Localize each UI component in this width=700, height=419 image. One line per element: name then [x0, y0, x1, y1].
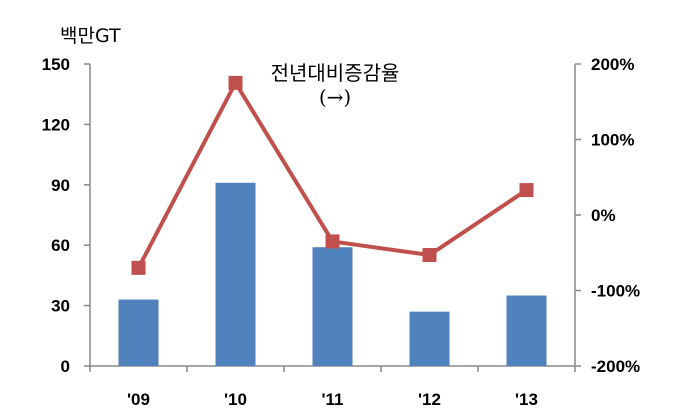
- bar: [409, 311, 450, 366]
- left-axis-tick-label: 0: [61, 357, 70, 376]
- x-axis-category-label: '10: [224, 390, 247, 409]
- line-point: [422, 248, 437, 263]
- annotation-line1: 전년대비증감율: [271, 61, 400, 85]
- x-axis-category-label: '12: [418, 390, 441, 409]
- bar: [312, 247, 353, 366]
- line-point: [131, 260, 146, 275]
- x-axis-category-label: '13: [515, 390, 538, 409]
- line-point: [325, 234, 340, 249]
- left-axis-tick-label: 120: [42, 115, 70, 134]
- left-axis-tick-label: 60: [51, 236, 70, 255]
- left-axis-tick-label: 30: [51, 297, 70, 316]
- left-axis-unit-label: 백만GT: [60, 25, 121, 47]
- x-axis-category-label: '09: [127, 390, 150, 409]
- line-point: [519, 183, 534, 198]
- annotation-line2: (→): [319, 85, 351, 109]
- bar: [506, 295, 547, 366]
- right-axis-tick-label: 100%: [591, 131, 634, 150]
- right-axis-tick-label: -200%: [591, 357, 640, 376]
- plot-area: 0 30 60 90 120 150 -200% -100% 0% 100% 200% '09 '10 '…: [42, 55, 641, 409]
- right-axis-tick-label: -100%: [591, 282, 640, 301]
- x-axis-category-label: '11: [321, 390, 343, 409]
- bar: [215, 182, 256, 366]
- left-axis-tick-label: 90: [51, 176, 70, 195]
- line-point: [228, 75, 243, 90]
- right-axis-tick-label: 0%: [591, 206, 616, 225]
- left-axis-tick-label: 150: [42, 55, 70, 74]
- right-axis-tick-label: 200%: [591, 55, 634, 74]
- bar: [118, 299, 159, 366]
